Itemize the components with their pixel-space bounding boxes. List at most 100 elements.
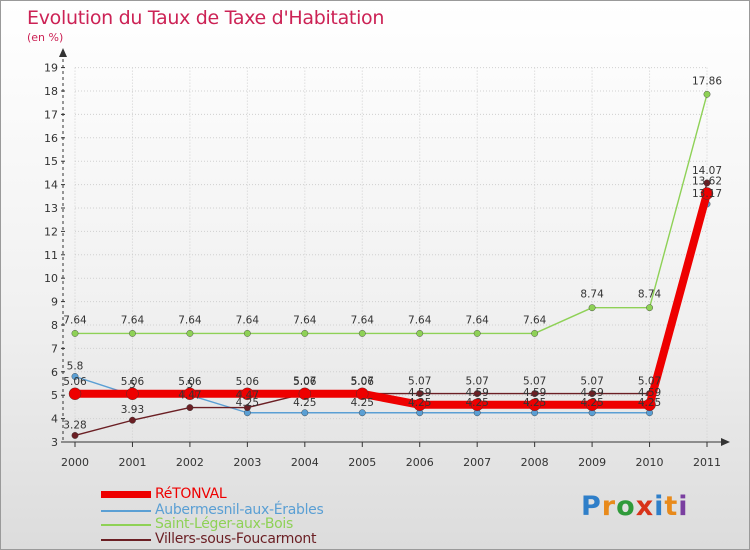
- data-label-aubermesnil: 4.25: [236, 397, 259, 409]
- data-label-saint_leger: 7.64: [465, 314, 489, 326]
- point-retonval: [643, 398, 656, 411]
- point-villers: [473, 390, 481, 397]
- data-label-retonval: 4.59: [465, 387, 488, 399]
- data-label-villers: 5.07: [580, 376, 603, 388]
- data-label-villers: 5.07: [638, 376, 661, 388]
- series-lines: [68, 90, 714, 439]
- point-saint_leger: [703, 90, 711, 98]
- series-line-saint_leger: [75, 94, 708, 335]
- y-tick-label: 6: [51, 366, 58, 379]
- data-label-aubermesnil: 13.17: [692, 188, 722, 200]
- point-saint_leger: [186, 330, 194, 337]
- point-villers: [71, 432, 79, 439]
- legend-swatch-saint-leger: [101, 524, 151, 526]
- x-tick-label: 2006: [406, 456, 434, 469]
- data-label-villers: 4.47: [178, 390, 201, 402]
- y-tick-label: 19: [44, 62, 58, 75]
- y-tick-label: 5: [51, 389, 58, 402]
- point-aubermesnil: [358, 409, 366, 417]
- y-tick-label: 4: [51, 413, 58, 426]
- data-label-retonval: 4.59: [580, 387, 603, 399]
- logo-letter: r: [601, 491, 617, 522]
- data-label-saint_leger: 7.64: [523, 314, 547, 326]
- logo-letter: i: [654, 491, 665, 522]
- axes: 3 4 5 6 7 8 9 10 11 12 13 14 15 16 17 18 19 2000 2001 2002 2…: [44, 48, 730, 469]
- x-tick-label: 2001: [118, 456, 146, 469]
- point-villers: [129, 416, 136, 424]
- point-retonval: [470, 398, 484, 411]
- point-saint_leger: [646, 304, 653, 312]
- data-label-aubermesnil: 4.25: [523, 397, 546, 409]
- data-label-villers: 3.93: [121, 404, 144, 416]
- data-label-villers: 5.07: [293, 376, 316, 388]
- y-tick-label: 7: [51, 342, 58, 355]
- logo-letter: t: [664, 491, 679, 522]
- legend-item-saint-leger[interactable]: Saint-Léger-aux-Bois: [101, 516, 361, 533]
- point-aubermesnil: [301, 409, 309, 417]
- data-label-saint_leger: 7.64: [63, 314, 87, 326]
- x-tick-label: 2000: [61, 456, 89, 469]
- data-label-retonval: 5.06: [63, 376, 87, 388]
- x-tick-label: 2008: [521, 456, 549, 469]
- data-label-saint_leger: 7.64: [293, 314, 317, 326]
- data-label-saint_leger: 7.64: [351, 314, 375, 326]
- x-tick-label: 2005: [348, 456, 376, 469]
- y-tick-label: 13: [44, 202, 58, 215]
- x-axis-arrow: [721, 438, 730, 446]
- x-tick-label: 2011: [693, 456, 721, 469]
- data-label-aubermesnil: 4.25: [638, 397, 661, 409]
- chart-title: Evolution du Taux de Taxe d'Habitation: [27, 7, 385, 29]
- point-retonval: [298, 387, 312, 400]
- series-line-aubermesnil: [74, 203, 708, 414]
- data-label-saint_leger: 7.64: [121, 314, 145, 326]
- data-label-aubermesnil: 5: [129, 379, 136, 391]
- legend-item-retonval[interactable]: RéTONVAL: [101, 486, 361, 503]
- point-saint_leger: [531, 330, 539, 337]
- legend-label-saint-leger: Saint-Léger-aux-Bois: [155, 516, 293, 532]
- data-label-retonval: 4.59: [638, 387, 661, 399]
- y-tick-label: 12: [44, 225, 58, 238]
- y-tick-label: 10: [44, 272, 58, 285]
- point-villers: [588, 390, 596, 397]
- logo-letter: i: [678, 491, 689, 522]
- data-label-saint_leger: 17.86: [692, 75, 722, 87]
- data-label-aubermesnil: 4.25: [580, 397, 603, 409]
- y-tick-label: 16: [44, 132, 58, 145]
- data-labels: 7.64 7.64 7.64 7.64 7.64 7.64 7.64 7.64 7.64 8.74…: [63, 75, 722, 431]
- proxiti-logo[interactable]: Proxiti: [581, 491, 689, 522]
- y-tick-label: 15: [44, 155, 58, 168]
- point-saint_leger: [473, 330, 481, 337]
- series-line-villers: [74, 182, 708, 437]
- point-retonval: [126, 387, 139, 400]
- x-tick-label: 2009: [578, 456, 606, 469]
- point-saint_leger: [588, 304, 596, 312]
- data-label-saint_leger: 7.64: [236, 314, 260, 326]
- series-line-retonval: [75, 192, 711, 409]
- point-retonval: [413, 398, 426, 411]
- point-aubermesnil: [71, 373, 79, 380]
- point-retonval: [700, 187, 714, 200]
- y-tick-label: 17: [44, 108, 58, 121]
- data-label-villers: 5.07: [408, 376, 431, 388]
- y-tick-label: 9: [51, 296, 58, 309]
- data-label-saint_leger: 7.64: [408, 314, 432, 326]
- data-label-villers: 5.07: [351, 376, 374, 388]
- x-tick-label: 2002: [176, 456, 204, 469]
- legend-label-retonval: RéTONVAL: [155, 486, 227, 502]
- point-saint_leger: [416, 330, 424, 337]
- data-label-aubermesnil: 4.25: [408, 397, 431, 409]
- point-retonval: [356, 387, 369, 400]
- data-label-aubermesnil: 4.25: [465, 397, 488, 409]
- data-label-retonval: 5.06: [293, 376, 317, 388]
- y-tick-label: 11: [44, 249, 58, 262]
- logo-letter: o: [616, 491, 636, 522]
- y-tick-label: 14: [44, 179, 58, 192]
- data-label-retonval: 5.06: [178, 376, 202, 388]
- legend-item-villers[interactable]: Villers-sous-Foucarmont: [101, 531, 361, 548]
- legend-label-villers: Villers-sous-Foucarmont: [155, 531, 317, 547]
- point-saint_leger: [71, 330, 79, 337]
- point-saint_leger: [358, 330, 366, 337]
- y-axis-units: (en %): [27, 31, 64, 44]
- legend-item-aubermesnil[interactable]: Aubermesnil-aux-Érables: [101, 502, 361, 519]
